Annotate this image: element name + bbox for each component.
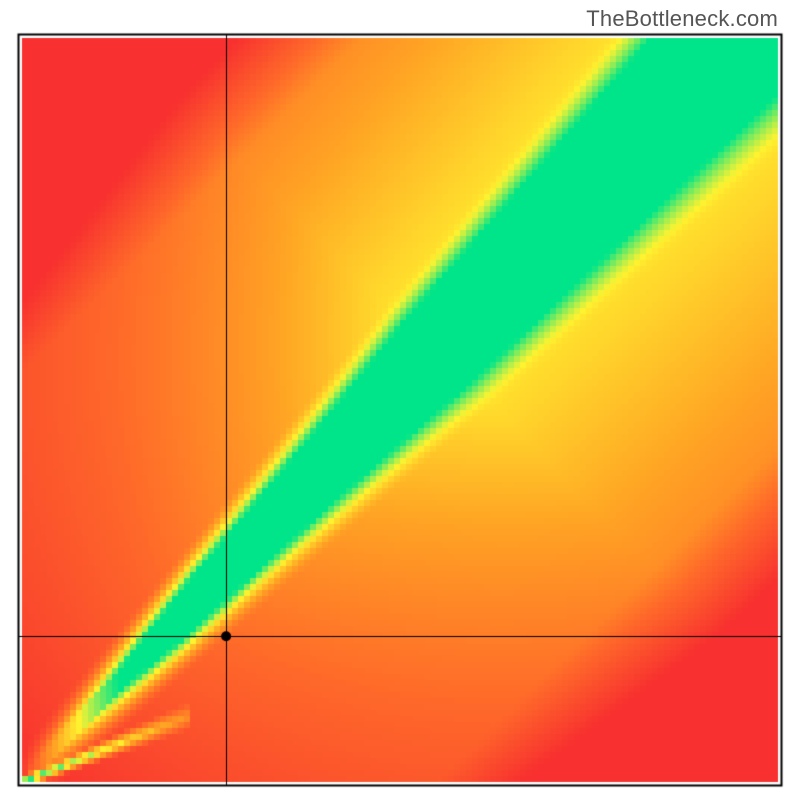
heatmap-canvas <box>0 0 800 800</box>
watermark-text: TheBottleneck.com <box>586 6 778 32</box>
chart-container: TheBottleneck.com <box>0 0 800 800</box>
